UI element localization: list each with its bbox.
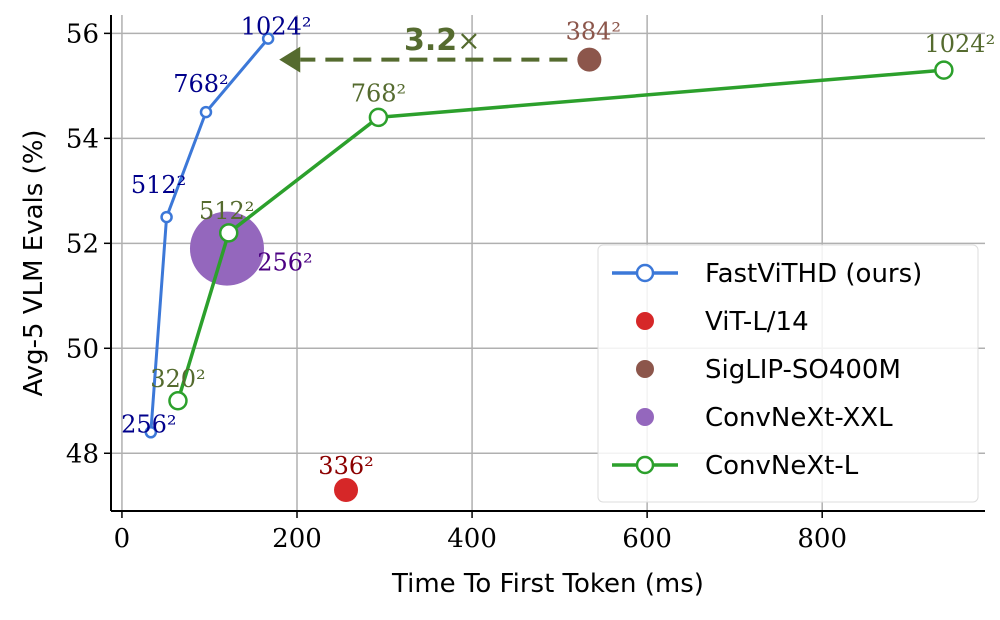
convnext-l-point: [168, 391, 188, 411]
x-tick-label: 0: [114, 524, 131, 554]
legend-box: [597, 244, 979, 503]
fastvithd-ours--point-label: 768²: [173, 70, 228, 98]
x-tick-label: 200: [272, 524, 322, 554]
legend-marker-siglip-so400m: [636, 360, 654, 378]
siglip-so400m-point-label: 384²: [566, 18, 621, 46]
convnext-l-point-label: 768²: [351, 79, 406, 107]
siglip-so400m-point: [577, 47, 602, 72]
arrow-head-icon: [279, 46, 301, 73]
convnext-l-point-label: 1024²: [925, 30, 996, 58]
y-tick-label: 56: [66, 19, 99, 49]
y-tick-label: 48: [66, 439, 99, 469]
convnext-l-point-label: 512²: [199, 197, 254, 225]
fastvithd-ours--point-label: 512²: [131, 171, 186, 199]
fastvithd-ours--point: [160, 210, 173, 224]
y-tick-label: 52: [66, 229, 99, 259]
fastvithd-ours--line: [149, 37, 270, 433]
convnext-l-line: [176, 68, 945, 402]
legend-marker-vit-l-14: [636, 312, 654, 330]
x-tick-label: 800: [797, 524, 847, 554]
x-axis-label: Time To First Token (ms): [391, 569, 704, 599]
convnext-l-point: [218, 223, 239, 243]
legend-label-fastvithd-ours-: FastViTHD (ours): [705, 259, 922, 289]
fastvithd-ours--point-label: 1024²: [241, 13, 312, 41]
legend-label-convnext-l: ConvNeXt-L: [705, 451, 859, 481]
x-tick-label: 400: [447, 524, 497, 554]
convnext-l-point: [368, 107, 389, 128]
fastvithd-ours--point: [261, 32, 275, 45]
y-tick-label: 54: [66, 124, 99, 154]
fastvithd-ours--point-label: 256²: [121, 410, 176, 438]
speedup-label: 3.2×: [404, 23, 481, 58]
y-tick-label: 50: [66, 334, 99, 364]
convnext-xxl-point: [189, 211, 264, 286]
legend-label-convnext-xxl: ConvNeXt-XXL: [705, 403, 893, 433]
legend-label-siglip-so400m: SigLIP-SO400M: [705, 355, 901, 385]
y-axis-label: Avg-5 VLM Evals (%): [19, 129, 49, 396]
convnext-xxl-point-label: 256²: [257, 249, 312, 277]
legend-label-vit-l-14: ViT-L/14: [705, 307, 809, 337]
fastvithd-ours--point: [199, 105, 213, 119]
fastvithd-ours--point: [144, 426, 158, 439]
convnext-l-point: [934, 60, 954, 80]
x-tick-label: 600: [622, 524, 672, 554]
vit-l-14-point-label: 336²: [318, 452, 373, 480]
legend-marker-fastvithd-ours-: [635, 263, 655, 283]
legend-marker-convnext-l: [635, 455, 655, 475]
vit-l-14-point: [334, 478, 359, 503]
convnext-l-point-label: 320²: [150, 365, 205, 393]
legend-marker-convnext-xxl: [636, 408, 654, 426]
